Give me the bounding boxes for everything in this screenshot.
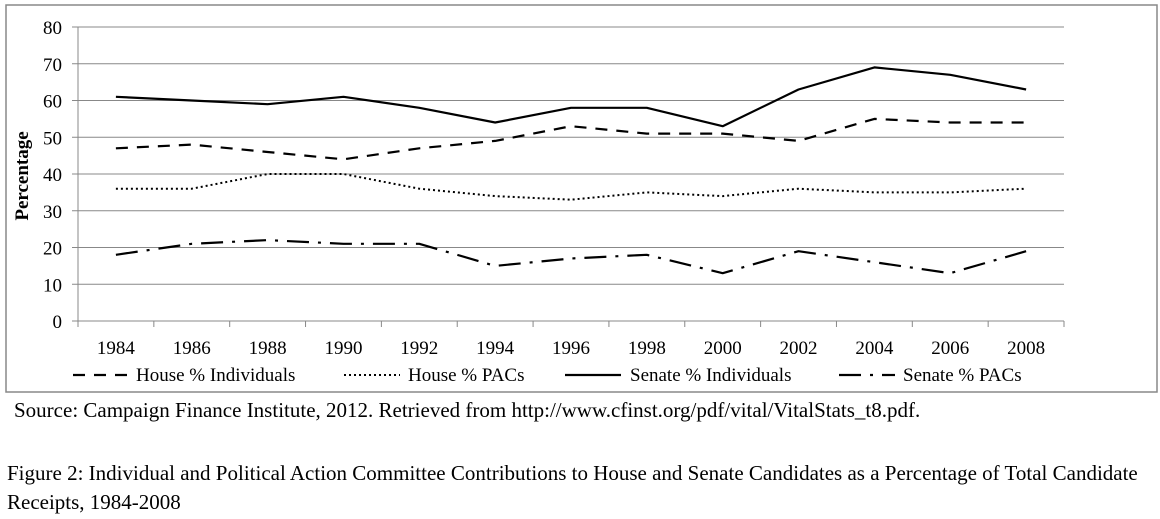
legend-label: Senate % Individuals [630,365,791,386]
line-chart: 0 10 20 30 40 50 60 70 80 1984 1986 1988 1990 1992 199… [5,4,1158,393]
y-tick-label: 50 [43,128,62,149]
y-axis-title: Percentage [12,131,33,220]
series-line-house-individuals [115,117,1027,161]
x-tick-label: 2008 [1007,338,1045,359]
y-tick-label: 40 [43,165,62,186]
y-tick-label: 10 [43,275,62,296]
x-tick-label: 2000 [704,338,742,359]
x-tick-label: 1996 [552,338,590,359]
x-tick-label: 1988 [249,338,287,359]
x-tick-label: 1992 [400,338,438,359]
y-tick-label: 80 [43,18,62,39]
y-tick-label: 20 [43,239,62,260]
y-tick-label: 60 [43,92,62,113]
source-note: Source: Campaign Finance Institute, 2012… [14,398,921,422]
x-tick-label: 1990 [324,338,362,359]
x-tick-label: 1998 [628,338,666,359]
chart-border [5,4,1158,393]
y-tick-label: 0 [53,312,63,333]
figure-caption: Figure 2: Individual and Political Actio… [7,461,1138,514]
legend: House % Individuals House % PACs Senate % … [73,365,1022,386]
x-tick-label: 2002 [780,338,818,359]
legend-label: Senate % PACs [903,365,1022,386]
x-tick-label: 1986 [173,338,211,359]
gridlines [78,26,1064,285]
x-tick-label: 1994 [476,338,515,359]
series-lines [115,66,1027,275]
legend-label: House % PACs [408,365,525,386]
x-tick-label: 2006 [931,338,969,359]
axes: 0 10 20 30 40 50 60 70 80 1984 1986 1988 1990 1992 199… [43,18,1065,359]
x-tick-label: 1984 [97,338,136,359]
series-line-senate-individuals [115,66,1027,128]
x-tick-label: 2004 [855,338,894,359]
y-tick-label: 30 [43,202,62,223]
y-tick-label: 70 [43,55,62,76]
legend-label: House % Individuals [136,365,295,386]
